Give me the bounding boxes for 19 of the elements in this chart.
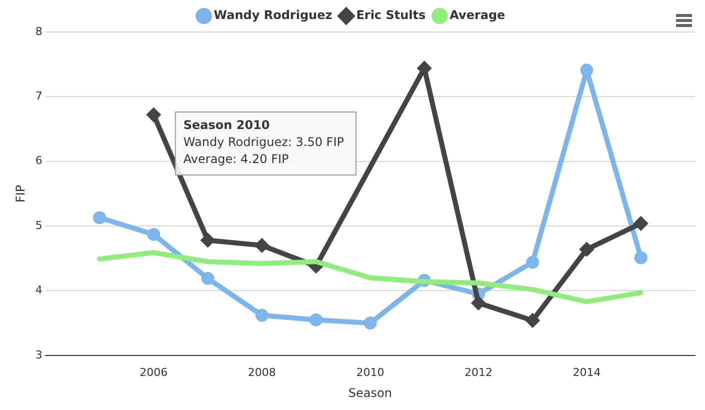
y-tick-label: 6 xyxy=(35,154,42,168)
x-tick-label: 2008 xyxy=(248,366,276,379)
x-tick-label: 2006 xyxy=(140,366,168,379)
x-tick-label: 2014 xyxy=(572,366,601,379)
x-tick-label: 2010 xyxy=(356,366,384,379)
annotation: Season 2010 xyxy=(183,118,270,132)
legend-label: Eric Stults xyxy=(356,8,426,22)
x-axis-title: Season xyxy=(348,386,392,400)
y-tick-label: 7 xyxy=(35,90,42,103)
legend-label: Average xyxy=(450,8,506,22)
annotation: Average: 4.20 FIP xyxy=(183,152,289,166)
legend-label: Wandy Rodriguez xyxy=(214,8,332,22)
y-tick-label: 3 xyxy=(35,348,42,362)
y-tick-label: 4 xyxy=(35,284,42,297)
y-tick-label: 8 xyxy=(35,24,42,38)
y-tick-label: 5 xyxy=(35,218,42,232)
y-axis-title: FIP xyxy=(13,184,28,203)
x-tick-label: 2012 xyxy=(464,366,492,379)
annotation: Wandy Rodriguez: 3.50 FIP xyxy=(183,135,344,150)
